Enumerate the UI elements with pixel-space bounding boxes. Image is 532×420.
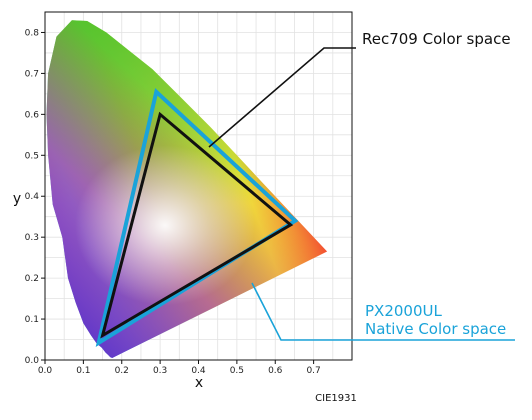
px2000ul-leader-line [251, 282, 515, 341]
y-tick-label: 0.7 [25, 69, 39, 79]
y-axis-label: y [13, 191, 21, 207]
px2000ul-label-line-1: PX2000UL [365, 302, 442, 320]
x-tick-label: 0.4 [191, 366, 206, 376]
x-tick-label: 0.2 [115, 366, 129, 376]
y-tick-label: 0.1 [25, 315, 39, 325]
px2000ul-annotation: PX2000UL Native Color space [251, 282, 515, 341]
source-label: CIE1931 [315, 393, 357, 404]
rec709-gamut-triangle [100, 111, 294, 339]
x-tick-label: 0.7 [306, 366, 320, 376]
gamut-triangles [95, 87, 299, 348]
y-tick-label: 0.3 [25, 233, 39, 243]
white-point-glow [74, 145, 255, 306]
rec709-leader-line [208, 47, 356, 148]
y-tick-label: 0.6 [25, 110, 40, 120]
px2000ul-gamut-triangle [95, 87, 299, 348]
y-tick-label: 0.4 [25, 192, 40, 202]
axis-ticks: 0.0 0.1 0.2 0.3 0.4 0.5 0.6 0.7 0.0 0.1 0.2 0.3 0.4 0… [25, 28, 321, 376]
px2000ul-label-line-2: Native Color space [365, 320, 506, 338]
y-tick-label: 0.2 [25, 274, 39, 284]
y-tick-label: 0.5 [25, 151, 39, 161]
x-tick-label: 0.3 [153, 366, 167, 376]
rec709-annotation: Rec709 Color space [208, 30, 511, 148]
y-tick-label: 0.0 [25, 356, 40, 366]
rec709-label: Rec709 Color space [362, 30, 511, 48]
x-tick-label: 0.6 [268, 366, 283, 376]
x-tick-label: 0.5 [230, 366, 244, 376]
x-tick-label: 0.1 [76, 366, 90, 376]
y-tick-label: 0.8 [25, 28, 40, 38]
x-axis-label: x [195, 375, 203, 391]
x-tick-label: 0.0 [38, 366, 53, 376]
